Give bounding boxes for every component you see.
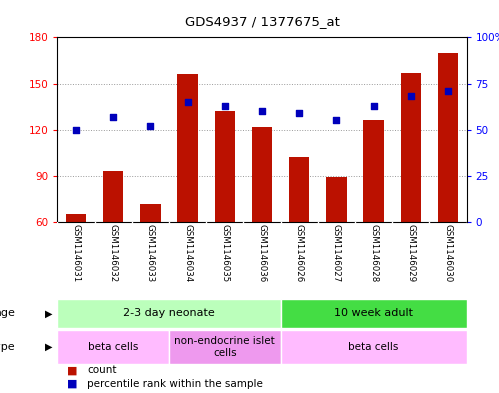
- Point: [332, 117, 340, 123]
- Text: percentile rank within the sample: percentile rank within the sample: [87, 379, 263, 389]
- Text: 2-3 day neonate: 2-3 day neonate: [123, 309, 215, 318]
- Text: GSM1146030: GSM1146030: [444, 224, 453, 283]
- Point: [295, 110, 303, 116]
- Text: GSM1146035: GSM1146035: [220, 224, 229, 283]
- Point: [184, 99, 192, 105]
- Bar: [57, 299, 280, 328]
- Text: beta cells: beta cells: [88, 342, 138, 352]
- Bar: [326, 177, 347, 222]
- Text: GSM1146033: GSM1146033: [146, 224, 155, 283]
- Text: GSM1146032: GSM1146032: [109, 224, 118, 283]
- Bar: [280, 330, 467, 364]
- Text: GSM1146027: GSM1146027: [332, 224, 341, 283]
- Text: ▶: ▶: [45, 309, 52, 318]
- Bar: [57, 330, 169, 364]
- Text: count: count: [87, 365, 117, 375]
- Point: [407, 93, 415, 99]
- Bar: [215, 111, 235, 222]
- Text: GSM1146036: GSM1146036: [257, 224, 266, 283]
- Text: GSM1146026: GSM1146026: [295, 224, 304, 283]
- Point: [221, 103, 229, 109]
- Text: non-endocrine islet
cells: non-endocrine islet cells: [175, 336, 275, 358]
- Bar: [289, 157, 309, 222]
- Bar: [103, 171, 123, 222]
- Text: ■: ■: [67, 379, 78, 389]
- Text: 10 week adult: 10 week adult: [334, 309, 413, 318]
- Text: GSM1146031: GSM1146031: [71, 224, 80, 283]
- Text: GSM1146034: GSM1146034: [183, 224, 192, 283]
- Text: GDS4937 / 1377675_at: GDS4937 / 1377675_at: [185, 15, 339, 28]
- Bar: [438, 53, 458, 222]
- Text: GSM1146029: GSM1146029: [406, 224, 415, 283]
- Text: GSM1146028: GSM1146028: [369, 224, 378, 283]
- Point: [109, 114, 117, 120]
- Text: cell type: cell type: [0, 342, 15, 352]
- Bar: [251, 127, 272, 222]
- Bar: [66, 214, 86, 222]
- Bar: [169, 330, 280, 364]
- Text: beta cells: beta cells: [348, 342, 399, 352]
- Bar: [401, 73, 421, 222]
- Point: [258, 108, 266, 114]
- Text: ■: ■: [67, 365, 78, 375]
- Bar: [140, 204, 161, 222]
- Bar: [280, 299, 467, 328]
- Point: [146, 123, 154, 129]
- Text: age: age: [0, 309, 15, 318]
- Point: [370, 103, 378, 109]
- Bar: [363, 120, 384, 222]
- Point: [444, 88, 452, 94]
- Point: [72, 127, 80, 133]
- Bar: [177, 74, 198, 222]
- Text: ▶: ▶: [45, 342, 52, 352]
